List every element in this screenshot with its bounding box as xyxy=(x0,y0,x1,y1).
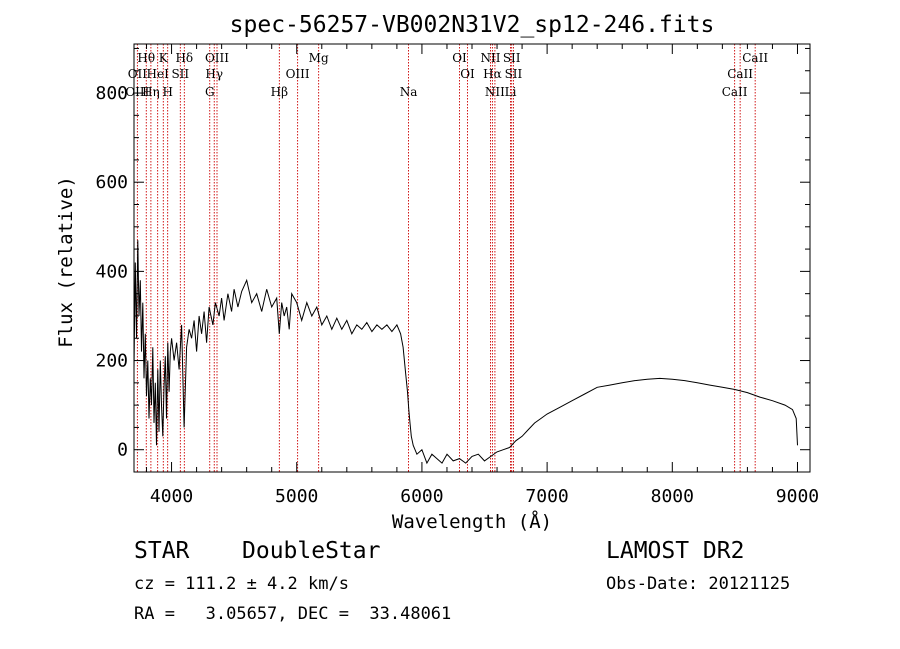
survey-name: LAMOST DR2 xyxy=(606,538,745,564)
y-tick-label: 200 xyxy=(95,351,128,372)
plot-frame xyxy=(133,43,811,473)
spectral-line-label: OIII xyxy=(205,51,229,65)
spectral-line-label: Hη xyxy=(142,85,160,99)
spectral-line-label: SII xyxy=(505,67,523,81)
spectral-line-label: SII xyxy=(503,51,521,65)
spectral-line-labels: Hθ OII OIII K HeI Hη Hδ SII H OIII Hγ G Mg OIII Hβ Na OI… xyxy=(125,51,768,99)
spectral-line-label: NII xyxy=(485,85,505,99)
spectral-line-label: K xyxy=(159,51,169,65)
observation-date: Obs-Date: 20121125 xyxy=(606,574,791,594)
spectral-line-label: SII xyxy=(171,67,189,81)
spectral-line-label: Hγ xyxy=(205,67,223,81)
spectral-line-label: Hδ xyxy=(175,51,193,65)
y-tick-label: 600 xyxy=(95,172,128,193)
y-tick-label: 0 xyxy=(117,440,128,461)
x-tick-label: 6000 xyxy=(400,486,443,507)
spectral-line-label: Hα xyxy=(483,67,502,81)
spectral-line-label: OI xyxy=(452,51,467,65)
object-class: STAR xyxy=(134,538,190,564)
spectral-line-label: Mg xyxy=(309,51,329,65)
x-axis-label: Wavelength (Å) xyxy=(392,510,552,533)
x-tick-label: 7000 xyxy=(525,486,568,507)
chart-title: spec-56257-VB002N31V2_sp12-246.fits xyxy=(230,12,715,38)
spectral-line-label: CaII xyxy=(722,85,748,99)
spectral-line-label: CaII xyxy=(742,51,768,65)
spectral-line-label: OI xyxy=(460,67,475,81)
y-tick-label: 800 xyxy=(95,83,128,104)
spectral-line-label: G xyxy=(205,85,215,99)
spectral-line-label: Hβ xyxy=(271,85,288,99)
spectral-line-label: NII xyxy=(481,51,501,65)
y-axis: 0 200 400 600 800 xyxy=(95,47,810,473)
spectral-line-label: HeI xyxy=(147,67,170,81)
spectral-line-markers xyxy=(136,44,756,472)
spectral-line-label: OII xyxy=(128,67,148,81)
coordinates: RA = 3.05657, DEC = 33.48061 xyxy=(134,604,452,624)
y-axis-label: Flux (relative) xyxy=(55,176,77,348)
y-tick-label: 400 xyxy=(95,261,128,282)
spectral-line-label: Hθ xyxy=(137,51,155,65)
spectral-line-label: OIII xyxy=(286,67,310,81)
x-tick-label: 9000 xyxy=(776,486,819,507)
spectral-line-label: CaII xyxy=(727,67,753,81)
spectral-line-label: OIII xyxy=(125,85,149,99)
object-subclass: DoubleStar xyxy=(242,538,381,564)
spectrum-line xyxy=(133,240,798,465)
x-tick-label: 4000 xyxy=(150,486,193,507)
spectral-line-label: Na xyxy=(400,85,418,99)
redshift-cz: cz = 111.2 ± 4.2 km/s xyxy=(134,574,349,594)
spectral-line-label: Li xyxy=(505,85,517,99)
x-tick-label: 5000 xyxy=(275,486,318,507)
x-tick-label: 8000 xyxy=(651,486,694,507)
spectral-line-label: H xyxy=(162,85,172,99)
x-axis: 4000 5000 6000 7000 8000 9000 xyxy=(146,44,819,507)
